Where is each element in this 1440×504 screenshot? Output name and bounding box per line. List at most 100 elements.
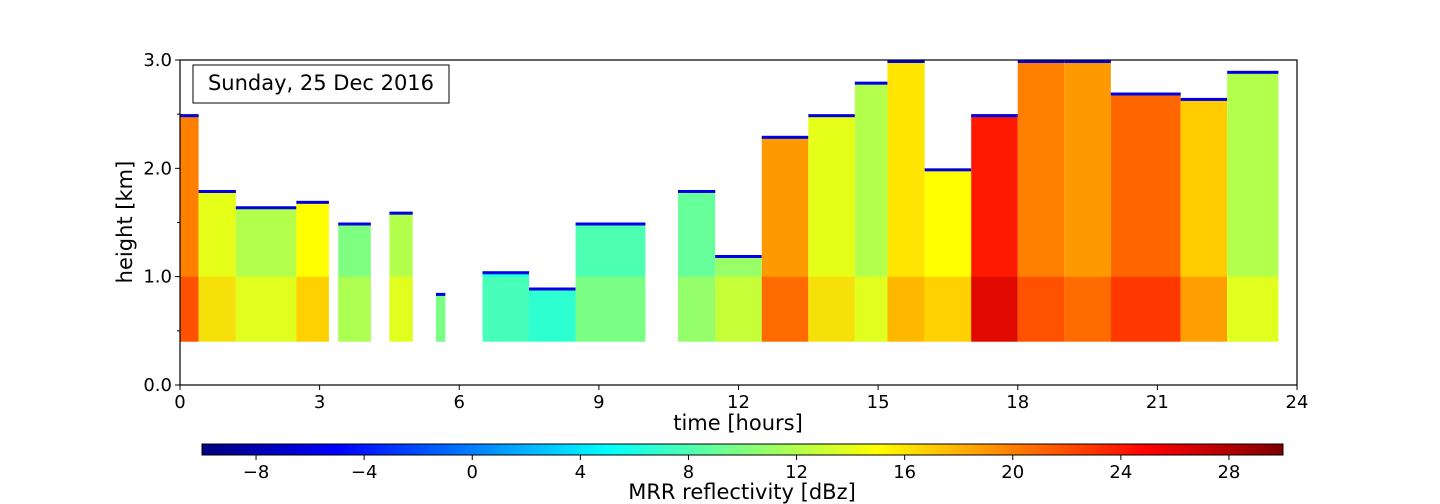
plot-area bbox=[179, 59, 1298, 386]
echo-column-lower bbox=[808, 276, 855, 342]
echo-column bbox=[924, 168, 972, 342]
echo-column bbox=[338, 222, 371, 342]
echo-column-lower bbox=[198, 276, 236, 342]
y-axis-ticks: 0.0 1.0 2.0 3.0 bbox=[143, 50, 180, 396]
echo-column bbox=[180, 114, 199, 342]
echo-column-top-edge bbox=[235, 206, 297, 210]
echo-columns bbox=[180, 60, 1279, 342]
echo-column-top-edge bbox=[677, 190, 716, 193]
echo-column bbox=[1110, 92, 1181, 342]
y-tick-label: 0.0 bbox=[143, 375, 172, 396]
echo-column-lower bbox=[1017, 276, 1065, 342]
echo-column-lower bbox=[887, 276, 925, 342]
colorbar-tick-label: 24 bbox=[1109, 462, 1132, 483]
echo-column bbox=[198, 190, 236, 342]
echo-column-lower bbox=[1064, 276, 1111, 342]
colorbar-tick-label: 20 bbox=[1001, 462, 1024, 483]
echo-column-lower bbox=[1110, 276, 1181, 342]
echo-column-lower bbox=[1180, 276, 1228, 342]
colorbar-label: MRR reflectivity [dBz] bbox=[628, 480, 856, 504]
echo-column-lower bbox=[180, 276, 199, 342]
echo-column-lower bbox=[971, 276, 1018, 342]
y-tick-label: 3.0 bbox=[143, 50, 172, 71]
echo-column bbox=[1180, 97, 1228, 342]
echo-column-lower bbox=[482, 276, 530, 342]
colorbar: −8 −4 0 4 8 12 16 20 24 28 MRR reflectivity [dBz] bbox=[201, 443, 1284, 504]
echo-column-top-edge bbox=[482, 271, 530, 275]
echo-column-top-edge bbox=[296, 200, 329, 204]
echo-column-top-edge bbox=[338, 222, 371, 226]
echo-column-lower bbox=[677, 276, 716, 342]
echo-column bbox=[971, 114, 1018, 342]
colorbar-tick-label: −4 bbox=[351, 462, 378, 483]
echo-column-top-edge bbox=[887, 60, 925, 63]
echo-column-top-edge bbox=[715, 255, 762, 258]
date-label-frame bbox=[192, 64, 450, 104]
echo-column-top-edge bbox=[198, 190, 236, 193]
echo-column bbox=[1017, 60, 1065, 342]
echo-column bbox=[482, 271, 530, 342]
echo-column-lower bbox=[389, 276, 413, 342]
echo-column-lower bbox=[235, 276, 297, 342]
echo-column-lower bbox=[1227, 276, 1279, 342]
echo-column bbox=[389, 211, 413, 342]
echo-column-lower bbox=[854, 276, 888, 342]
x-axis-label: time [hours] bbox=[673, 411, 803, 435]
y-axis-label: height [km] bbox=[113, 161, 137, 284]
echo-column bbox=[529, 287, 576, 342]
echo-column bbox=[854, 81, 888, 342]
echo-column-lower bbox=[529, 287, 576, 342]
echo-column bbox=[677, 190, 716, 342]
echo-column bbox=[435, 292, 446, 342]
x-tick-label: 3 bbox=[314, 392, 325, 413]
echo-column-top-edge bbox=[575, 222, 646, 226]
echo-column bbox=[575, 222, 646, 342]
x-tick-label: 21 bbox=[1146, 392, 1169, 413]
colorbar-strip bbox=[201, 443, 1284, 456]
echo-column-top-edge bbox=[389, 211, 413, 215]
echo-column bbox=[715, 255, 762, 342]
echo-column-top-edge bbox=[854, 81, 888, 85]
echo-column bbox=[761, 135, 809, 342]
date-label-box: Sunday, 25 Dec 2016 bbox=[192, 64, 450, 104]
echo-column-lower bbox=[924, 276, 972, 342]
echo-column bbox=[1227, 70, 1279, 342]
echo-column bbox=[296, 200, 329, 342]
echo-column-top-edge bbox=[1180, 97, 1228, 101]
echo-column-top-edge bbox=[180, 114, 199, 118]
echo-column-top-edge bbox=[808, 114, 855, 118]
colorbar-tick-label: 12 bbox=[785, 462, 808, 483]
x-tick-label: 12 bbox=[727, 392, 750, 413]
echo-column-lower bbox=[715, 276, 762, 342]
echo-column bbox=[1064, 60, 1111, 342]
echo-column-top-edge bbox=[761, 135, 809, 139]
echo-column-top-edge bbox=[1227, 70, 1279, 74]
echo-column bbox=[887, 60, 925, 342]
colorbar-tick-label: 8 bbox=[683, 462, 694, 483]
y-tick-label: 1.0 bbox=[143, 267, 172, 288]
y-tick-label: 2.0 bbox=[143, 158, 172, 179]
echo-column-top-edge bbox=[1110, 92, 1181, 96]
echo-column-top-edge bbox=[529, 287, 576, 291]
colorbar-tick-label: 16 bbox=[893, 462, 916, 483]
x-tick-label: 0 bbox=[174, 392, 185, 413]
colorbar-tick-label: 4 bbox=[575, 462, 586, 483]
echo-column-lower bbox=[761, 276, 809, 342]
echo-column bbox=[808, 114, 855, 342]
x-tick-label: 15 bbox=[867, 392, 890, 413]
x-tick-label: 24 bbox=[1286, 392, 1309, 413]
echo-column-top-edge bbox=[1064, 60, 1111, 63]
colorbar-tick-label: 28 bbox=[1217, 462, 1240, 483]
echo-column-lower bbox=[338, 276, 371, 342]
colorbar-tick-label: −8 bbox=[243, 462, 270, 483]
echo-column-top-edge bbox=[435, 292, 446, 296]
x-tick-label: 18 bbox=[1006, 392, 1029, 413]
echo-column-top-edge bbox=[1017, 60, 1065, 63]
chart-title: Sunday, 25 Dec 2016 bbox=[208, 71, 434, 95]
x-tick-label: 9 bbox=[593, 392, 604, 413]
x-axis-ticks: 0 3 6 9 12 15 18 21 24 bbox=[174, 385, 1308, 413]
colorbar-ticks: −8 −4 0 4 8 12 16 20 24 28 bbox=[243, 455, 1240, 483]
echo-column-lower bbox=[296, 276, 329, 342]
echo-column-lower bbox=[575, 276, 646, 342]
